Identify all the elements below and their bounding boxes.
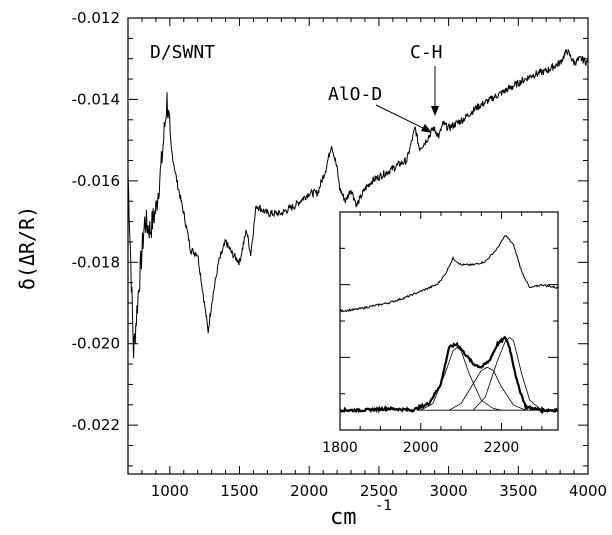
inset-fit-component-1 (420, 346, 502, 411)
inset-fit-component-3 (472, 337, 543, 411)
main-series-layer (127, 48, 589, 359)
svg-text:cm: cm (330, 505, 357, 530)
inset-frame (339, 211, 559, 431)
inset-x-tick-label: 1800 (322, 440, 358, 456)
inset-fit-component-2 (448, 366, 526, 411)
inset-plot: 1800 2000 2200 (322, 211, 559, 456)
inset-baseline-corrected-spectrum (339, 335, 559, 415)
y-tick-label: -0.016 (72, 172, 120, 190)
svg-text:-1: -1 (375, 498, 392, 514)
x-tick-label: 2000 (290, 482, 328, 500)
y-tick-label: -0.012 (72, 9, 120, 27)
y-tick-label: -0.020 (72, 335, 120, 353)
y-tick-label: -0.022 (72, 416, 120, 434)
main-plot-frame (127, 17, 589, 475)
spectrum-line (127, 48, 589, 359)
main-axis-ticks: 1000 1500 2000 2500 3000 3500 4000 -0.012 -0.014… (72, 9, 607, 500)
x-tick-label: 3000 (430, 482, 468, 500)
x-tick-label: 1500 (220, 482, 258, 500)
inset-x-tick-label: 2200 (484, 440, 520, 456)
y-tick-label: -0.018 (72, 253, 120, 271)
inset-x-tick-label: 2000 (403, 440, 439, 456)
y-axis-title: δ(ΔR/R) (15, 206, 39, 290)
x-tick-label: 1000 (151, 482, 189, 500)
peak-arrow-ch (431, 66, 439, 116)
inset-plot-area (339, 211, 559, 431)
inset-axis-ticks: 1800 2000 2200 (322, 212, 558, 456)
sample-label: D/SWNT (150, 42, 215, 63)
x-tick-label: 4000 (569, 482, 607, 500)
x-axis-title: cm -1 (330, 498, 392, 530)
x-tick-label: 2500 (360, 482, 398, 500)
y-tick-label: -0.014 (72, 90, 120, 108)
main-plot-area (127, 17, 589, 475)
x-tick-label: 3500 (499, 482, 537, 500)
inset-raw-spectrum (339, 234, 559, 313)
peak-label-alod: AlO-D (328, 84, 382, 105)
peak-arrow-alod (375, 104, 432, 133)
peak-label-ch: C-H (410, 42, 443, 63)
inset-series-layer (339, 234, 559, 415)
